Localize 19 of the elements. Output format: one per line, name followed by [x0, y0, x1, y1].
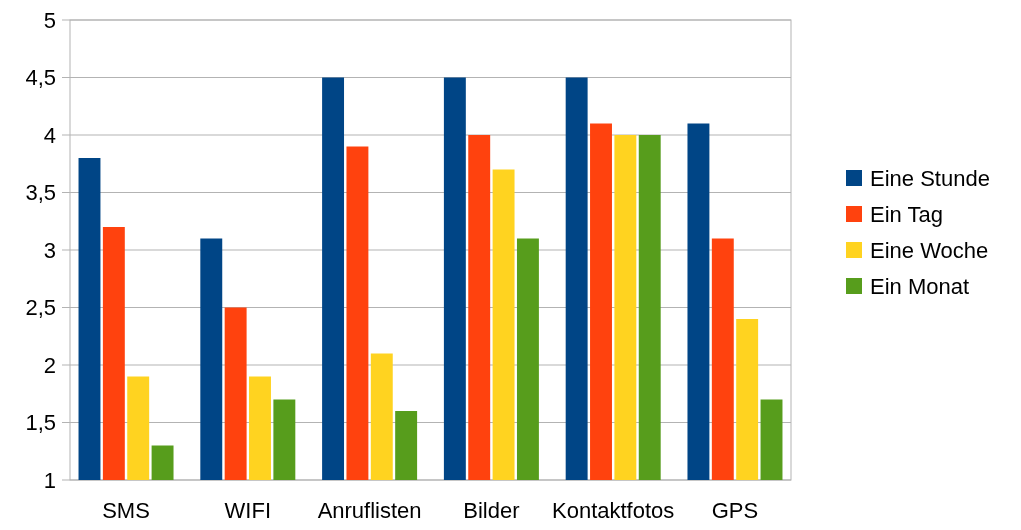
- x-tick-label: Bilder: [463, 498, 520, 523]
- legend-label: Eine Stunde: [870, 165, 990, 191]
- y-tick-label: 4,5: [25, 65, 56, 91]
- x-tick-label: Kontaktfotos: [552, 498, 675, 523]
- x-tick-label: WIFI: [224, 498, 272, 523]
- x-tick-label: Anruflisten: [317, 498, 422, 523]
- y-tick-label: 2,5: [25, 295, 56, 321]
- legend-label: Eine Woche: [870, 237, 989, 263]
- y-tick-label: 4: [43, 122, 56, 148]
- x-tick-label: GPS: [711, 498, 759, 523]
- y-tick-label: 2: [43, 352, 56, 378]
- x-tick-label: SMS: [102, 498, 150, 523]
- legend-label: Ein Tag: [870, 201, 943, 227]
- y-tick-label: 1: [43, 467, 56, 493]
- y-tick-label: 3,5: [25, 180, 56, 206]
- y-tick-label: 3: [43, 237, 56, 263]
- y-tick-label: 1,5: [25, 410, 56, 436]
- legend-label: Ein Monat: [870, 273, 970, 299]
- y-tick-label: 5: [43, 7, 56, 33]
